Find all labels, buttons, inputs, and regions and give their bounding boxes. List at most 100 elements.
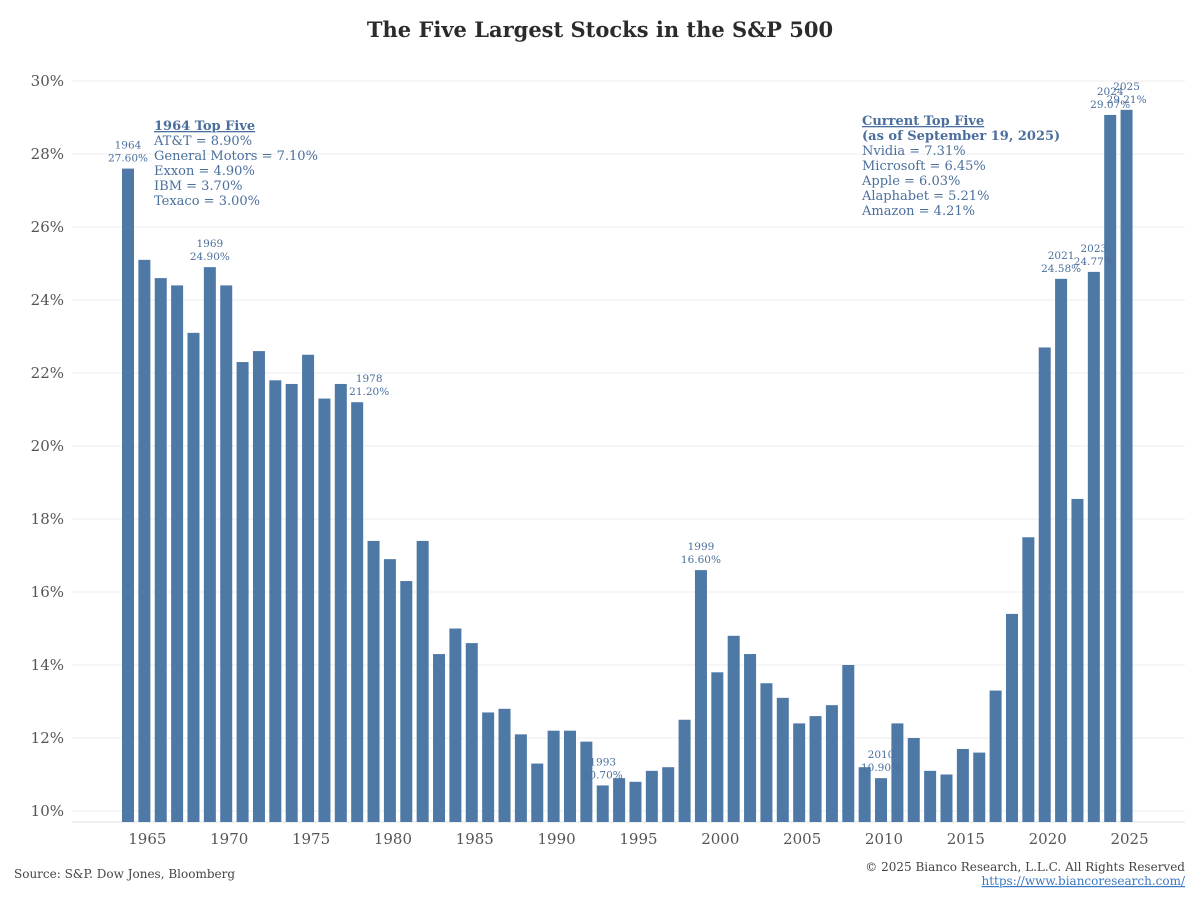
x-tick-label: 1985 bbox=[456, 830, 494, 848]
bar-1990 bbox=[547, 730, 560, 822]
data-label-value: 24.77% bbox=[1074, 256, 1114, 268]
bar-1966 bbox=[154, 278, 167, 823]
bar-1969 bbox=[203, 267, 216, 822]
annotation-1964-title: 1964 Top Five bbox=[154, 119, 255, 134]
bar-2000 bbox=[711, 672, 724, 822]
y-tick-label: 26% bbox=[31, 218, 64, 236]
y-tick-label: 16% bbox=[31, 583, 64, 601]
bar-1978 bbox=[351, 402, 364, 822]
bar-1991 bbox=[563, 730, 576, 822]
y-axis: 10% 12% 14% 16% 18% 20% 22% 24% 26% 28% 30% bbox=[31, 72, 64, 820]
x-tick-label: 2020 bbox=[1029, 830, 1067, 848]
data-label-value: 29.07% bbox=[1090, 99, 1130, 111]
data-label-value: 16.60% bbox=[681, 554, 721, 566]
website-link[interactable]: https://www.biancoresearch.com/ bbox=[981, 874, 1185, 888]
bar-1988 bbox=[514, 734, 527, 822]
bar-1965 bbox=[138, 259, 151, 823]
x-tick-label: 1995 bbox=[619, 830, 657, 848]
copyright-note: © 2025 Bianco Research, L.L.C. All Right… bbox=[865, 860, 1185, 874]
bar-1982 bbox=[416, 540, 429, 822]
data-label-value: 27.60% bbox=[108, 153, 148, 165]
bar-1985 bbox=[465, 643, 478, 822]
bar-2011 bbox=[891, 723, 904, 822]
annotation-1964: 1964 Top Five AT&T = 8.90% General Motor… bbox=[153, 119, 318, 209]
bar-2003 bbox=[760, 683, 773, 822]
bar-1977 bbox=[334, 383, 347, 822]
bar-1975 bbox=[302, 354, 315, 822]
bar-2018 bbox=[1005, 613, 1018, 822]
bar-2022 bbox=[1071, 498, 1084, 822]
y-tick-label: 22% bbox=[31, 364, 64, 382]
bar-2008 bbox=[842, 665, 855, 822]
bar-2004 bbox=[776, 697, 789, 822]
bar-1989 bbox=[531, 763, 544, 822]
bar-1983 bbox=[433, 654, 446, 822]
data-label-year: 1978 bbox=[356, 373, 383, 385]
y-tick-label: 28% bbox=[31, 145, 64, 163]
data-label-value: 21.20% bbox=[349, 386, 389, 398]
bar-2015 bbox=[956, 748, 969, 822]
bar-2017 bbox=[989, 690, 1002, 822]
x-tick-label: 1975 bbox=[292, 830, 330, 848]
y-tick-label: 30% bbox=[31, 72, 64, 90]
bar-1968 bbox=[187, 332, 200, 822]
bar-2024 bbox=[1104, 114, 1117, 822]
data-label-year: 1999 bbox=[688, 541, 715, 553]
bar-1997 bbox=[662, 767, 675, 822]
annotation-current-item: Apple = 6.03% bbox=[861, 174, 960, 189]
bar-1973 bbox=[269, 380, 282, 822]
bar-2005 bbox=[793, 723, 806, 822]
x-tick-label: 2005 bbox=[783, 830, 821, 848]
bar-1984 bbox=[449, 628, 462, 822]
y-tick-label: 24% bbox=[31, 291, 64, 309]
bar-2023 bbox=[1087, 271, 1100, 822]
bar-1964 bbox=[122, 168, 134, 823]
data-label-value: 10.90% bbox=[861, 762, 901, 774]
bars bbox=[122, 109, 1133, 823]
data-label-value: 24.90% bbox=[190, 251, 230, 263]
bar-2001 bbox=[727, 635, 740, 822]
annotation-current-item: Amazon = 4.21% bbox=[861, 204, 975, 219]
bar-1981 bbox=[400, 581, 413, 822]
bar-2012 bbox=[907, 738, 920, 822]
annotation-current-subtitle: (as of September 19, 2025) bbox=[862, 129, 1060, 144]
annotation-1964-item: General Motors = 7.10% bbox=[154, 149, 318, 164]
bar-1974 bbox=[285, 383, 298, 822]
x-tick-label: 2015 bbox=[947, 830, 985, 848]
data-label-year: 2010 bbox=[868, 749, 895, 761]
bar-2007 bbox=[825, 705, 838, 822]
x-tick-label: 1965 bbox=[128, 830, 166, 848]
annotation-current-item: Microsoft = 6.45% bbox=[862, 159, 986, 174]
bar-1999 bbox=[694, 570, 707, 822]
bar-2010 bbox=[875, 778, 888, 822]
bar-2009 bbox=[858, 767, 871, 822]
bar-2020 bbox=[1038, 347, 1051, 822]
chart-title: The Five Largest Stocks in the S&P 500 bbox=[367, 17, 833, 42]
data-label-year: 2024 bbox=[1097, 86, 1124, 98]
bar-1976 bbox=[318, 398, 331, 822]
bar-1972 bbox=[252, 351, 265, 822]
bar-2002 bbox=[744, 654, 757, 822]
data-label-year: 2025 bbox=[1113, 81, 1140, 93]
source-note: Source: S&P. Dow Jones, Bloomberg bbox=[14, 867, 235, 881]
data-label-year: 1969 bbox=[196, 238, 223, 250]
bar-1998 bbox=[678, 719, 691, 822]
annotation-current-title: Current Top Five bbox=[862, 114, 984, 129]
bar-1996 bbox=[645, 770, 658, 822]
bar-2016 bbox=[973, 752, 986, 822]
bar-2013 bbox=[924, 770, 937, 822]
x-tick-label: 1980 bbox=[374, 830, 412, 848]
data-label-year: 2021 bbox=[1048, 250, 1075, 262]
y-tick-label: 20% bbox=[31, 437, 64, 455]
bar-1980 bbox=[383, 559, 396, 822]
annotation-1964-item: AT&T = 8.90% bbox=[153, 134, 252, 149]
annotation-current-item: Nvidia = 7.31% bbox=[862, 144, 966, 159]
data-label-year: 1964 bbox=[115, 140, 142, 152]
bar-1967 bbox=[171, 285, 184, 822]
annotation-1964-item: IBM = 3.70% bbox=[154, 179, 242, 194]
x-tick-label: 2010 bbox=[865, 830, 903, 848]
x-tick-label: 2025 bbox=[1110, 830, 1148, 848]
y-tick-label: 10% bbox=[31, 802, 64, 820]
